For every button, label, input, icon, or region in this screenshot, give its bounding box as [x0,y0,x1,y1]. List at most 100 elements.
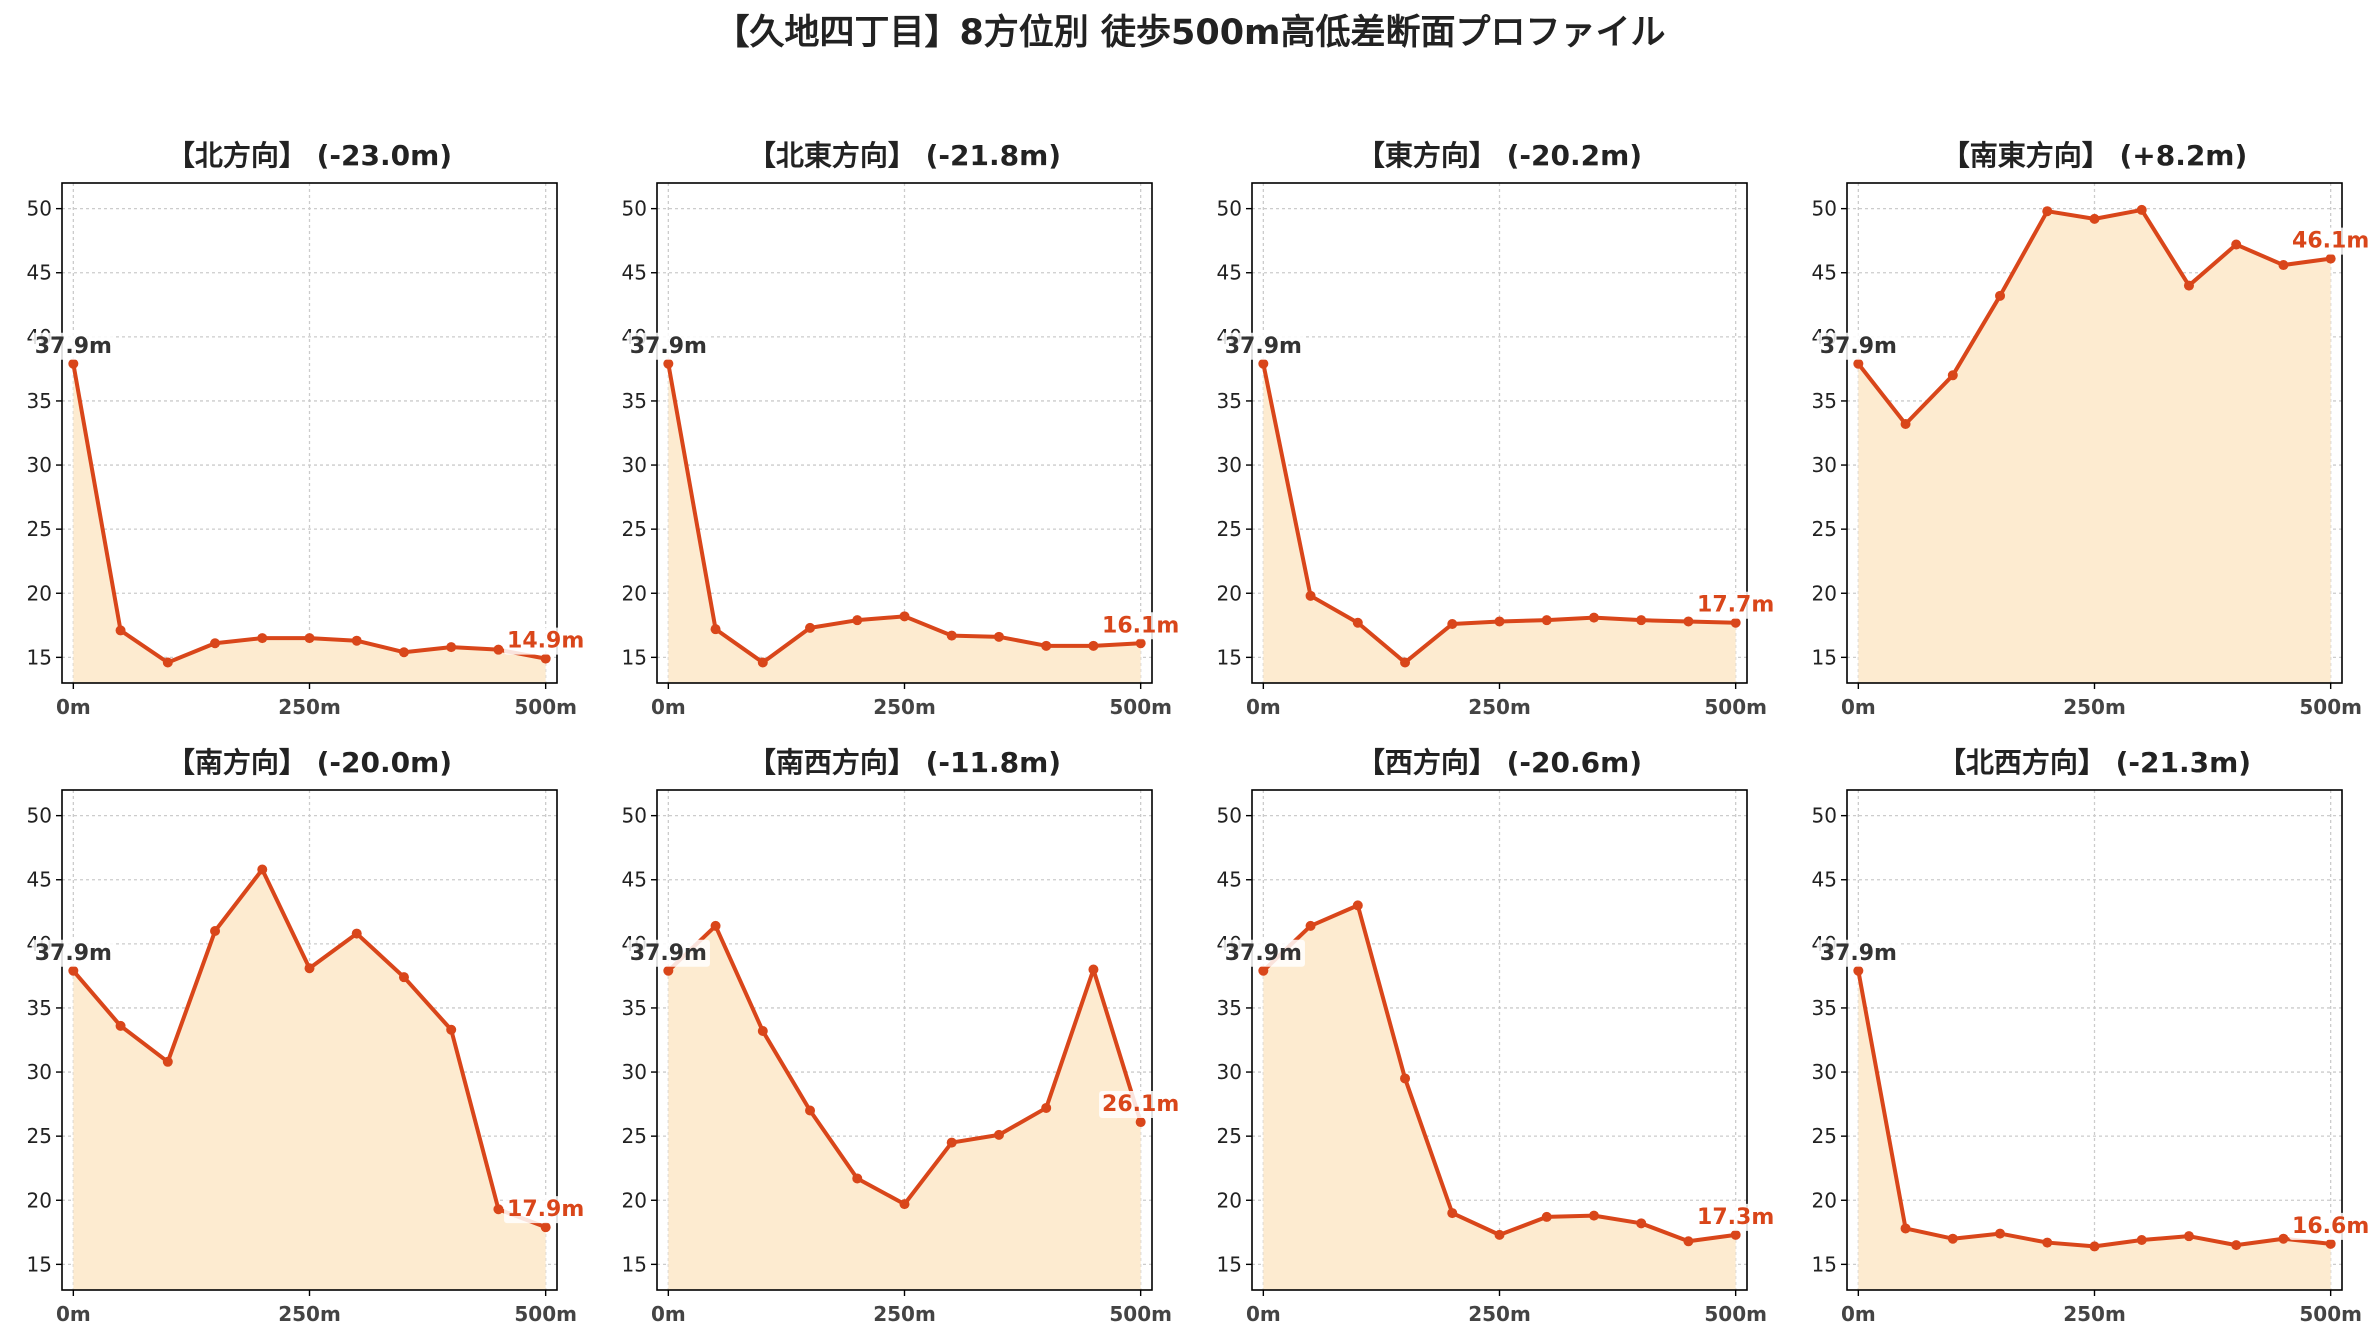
data-point [1588,612,1599,623]
y-tick-label: 15 [27,1252,52,1276]
subplot-8: 【北西方向】 (-21.3m)15202530354045500m250m500… [1812,746,2373,1326]
x-tick-label: 0m [651,1302,686,1326]
y-tick-label: 15 [1217,645,1242,669]
data-point [1400,1073,1411,1084]
data-point [805,1105,816,1116]
data-point [852,615,863,626]
y-tick-label: 30 [27,1060,52,1084]
figure-title: 【久地四丁目】8方位別 徒歩500m高低差断面プロファイル [714,13,1665,53]
data-point [162,1056,173,1067]
data-point [1305,590,1316,601]
end-label-box [2289,1212,2373,1240]
y-tick-label: 45 [622,868,647,892]
y-tick-label: 50 [27,197,52,221]
data-point [1683,1236,1694,1247]
start-elevation-label: 37.9m [1225,334,1302,359]
data-point [2278,260,2289,271]
x-tick-label: 0m [56,1302,91,1326]
start-elevation-label: 37.9m [1820,334,1897,359]
y-tick-label: 20 [27,581,52,605]
x-tick-label: 250m [2063,695,2126,719]
data-point [1995,1228,2006,1239]
y-tick-label: 35 [1812,389,1837,413]
data-point [1947,370,1958,381]
data-point [446,642,457,653]
data-point [2089,1241,2100,1252]
y-tick-label: 50 [622,197,647,221]
end-elevation-label: 26.1m [1102,1092,1179,1117]
y-tick-label: 30 [27,453,52,477]
data-point [351,635,362,646]
y-tick-label: 30 [622,453,647,477]
start-label-box [626,939,710,967]
end-elevation-label: 14.9m [507,629,584,654]
data-point [1258,358,1269,369]
data-point [493,1204,504,1215]
y-tick-label: 45 [1217,261,1242,285]
y-tick-label: 25 [622,1124,647,1148]
data-point [1995,290,2006,301]
y-tick-label: 50 [622,804,647,828]
data-point [663,965,674,976]
data-point [398,647,409,658]
y-tick-label: 30 [1217,1060,1242,1084]
start-label-box [1816,332,1900,360]
data-point [1541,1211,1552,1222]
start-elevation-label: 37.9m [35,334,112,359]
data-point [540,1222,551,1233]
y-tick-label: 25 [1217,1124,1242,1148]
data-point [2136,1235,2147,1245]
subplot-3: 【東方向】 (-20.2m)15202530354045500m250m500m… [1217,139,1778,719]
y-tick-label: 15 [1217,1252,1242,1276]
data-point [993,631,1004,642]
data-point [351,928,362,939]
data-point [1494,616,1505,627]
end-elevation-label: 16.1m [1102,613,1179,638]
y-tick-label: 25 [1812,517,1837,541]
start-elevation-label: 37.9m [1820,941,1897,966]
data-point [1305,920,1316,931]
data-point [68,358,79,369]
x-tick-label: 0m [651,695,686,719]
start-label-box [1221,939,1305,967]
x-tick-label: 0m [1841,695,1876,719]
data-point [1900,419,1911,430]
data-point [946,1137,957,1148]
y-tick-label: 15 [27,645,52,669]
data-point [1352,617,1363,628]
y-tick-label: 50 [1217,197,1242,221]
data-point [1636,615,1647,626]
x-tick-label: 500m [1704,695,1767,719]
end-elevation-label: 17.7m [1697,593,1774,618]
data-point [1041,640,1052,651]
end-elevation-label: 17.9m [507,1197,584,1222]
y-tick-label: 30 [1812,453,1837,477]
data-point [1730,617,1741,628]
x-tick-label: 250m [873,695,936,719]
y-tick-label: 35 [27,389,52,413]
data-point [757,1026,768,1037]
subplot-title: 【北西方向】 (-21.3m) [1938,746,2251,779]
start-elevation-label: 37.9m [1225,941,1302,966]
data-point [2183,280,2194,291]
subplot-title: 【東方向】 (-20.2m) [1357,139,1642,172]
data-point [1447,1208,1458,1219]
x-tick-label: 250m [278,695,341,719]
data-point [663,358,674,369]
data-point [1494,1229,1505,1240]
y-tick-label: 20 [27,1188,52,1212]
data-point [2089,213,2100,224]
data-point [946,630,957,641]
y-tick-label: 50 [1812,197,1837,221]
y-tick-label: 30 [1217,453,1242,477]
y-tick-label: 50 [1217,804,1242,828]
end-label-box [1694,1203,1778,1231]
subplot-title: 【西方向】 (-20.6m) [1357,746,1642,779]
data-point [115,1020,126,1031]
data-point [1088,640,1099,651]
y-tick-label: 25 [622,517,647,541]
data-point [115,625,126,636]
y-tick-label: 25 [1812,1124,1837,1148]
x-tick-label: 500m [1704,1302,1767,1326]
y-tick-label: 45 [1217,868,1242,892]
